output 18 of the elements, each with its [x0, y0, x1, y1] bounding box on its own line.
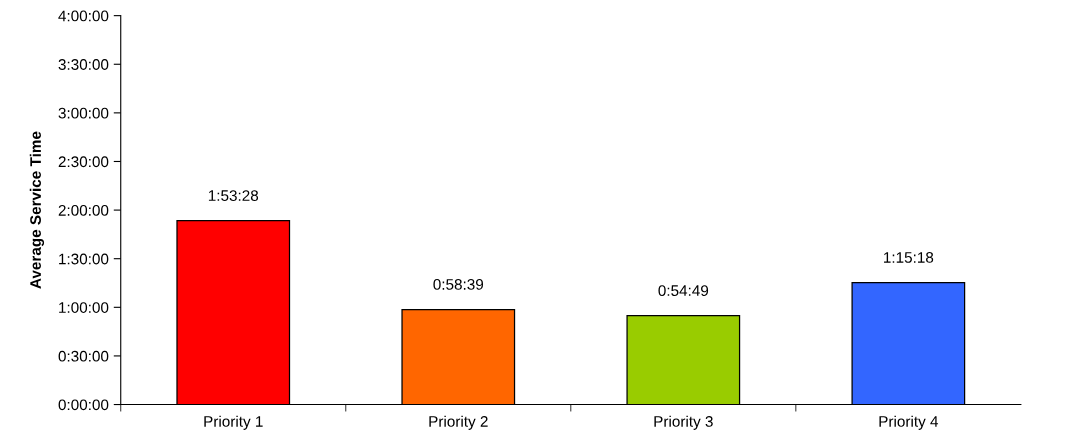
data-label: 1:15:18: [884, 252, 934, 263]
y-tick-label: 3:00:00: [58, 107, 109, 119]
x-tick-label: Priority 4: [879, 415, 939, 430]
y-tick-label: 1:30:00: [59, 253, 109, 265]
y-tick-label: 3:30:00: [58, 59, 109, 70]
y-axis-title: Average Service Time: [29, 131, 45, 289]
data-label: 0:58:39: [433, 279, 484, 290]
data-label: 0:54:49: [658, 285, 709, 297]
x-tick-label: Priority 3: [654, 415, 713, 430]
y-tick-label: 2:30:00: [58, 156, 109, 168]
x-tick-label: Priority 1: [204, 415, 263, 430]
y-tick-label: 1:00:00: [59, 302, 109, 313]
data-label: 1:53:28: [208, 190, 259, 201]
x-tick-label: Priority 2: [429, 415, 488, 430]
y-tick-label: 4:00:00: [58, 10, 109, 22]
y-tick-label: 0:30:00: [58, 350, 109, 362]
y-tick-label: 2:00:00: [58, 204, 109, 216]
y-tick-label: 0:00:00: [58, 399, 109, 411]
